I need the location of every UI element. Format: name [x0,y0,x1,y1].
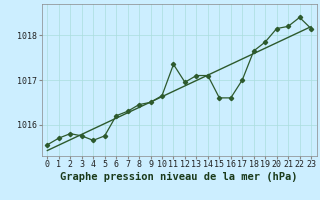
X-axis label: Graphe pression niveau de la mer (hPa): Graphe pression niveau de la mer (hPa) [60,172,298,182]
